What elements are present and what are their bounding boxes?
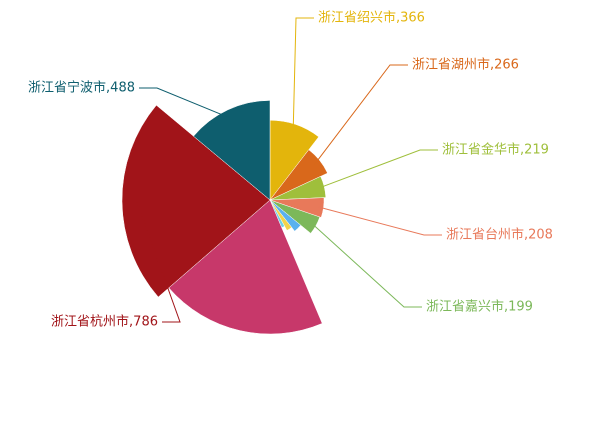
rose-slice [269,199,292,231]
rose-slice [269,149,328,201]
rose-slice [269,176,327,201]
slice-label: 浙江省宁波市,488 [28,80,135,96]
leader-line [314,64,408,165]
slice-label: 浙江省金华市,219 [442,142,549,158]
rose-slice [168,199,323,335]
slice-label: 浙江省台州市,208 [446,227,553,243]
leader-line [139,87,233,120]
leader-line [318,149,438,189]
slice-label: 浙江省嘉兴市,199 [426,299,533,315]
slice-label: 浙江省湖州市,266 [412,57,519,73]
slice-label: 浙江省绍兴市,366 [318,10,425,26]
leader-line [136,201,181,323]
rose-slice [269,199,321,234]
leader-line [292,17,314,133]
rose-slice [121,104,271,298]
leader-line [311,222,422,308]
rose-slice [193,100,271,201]
slice-label: 浙江省杭州市,786 [51,314,158,330]
leader-line [318,206,442,236]
rose-slice [269,197,325,218]
rose-slice [269,199,302,232]
